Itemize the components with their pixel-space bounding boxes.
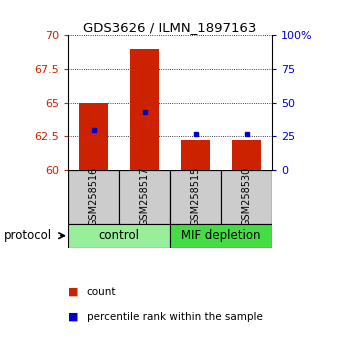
Bar — [68, 170, 119, 224]
Text: count: count — [87, 287, 116, 297]
Text: GSM258515: GSM258515 — [190, 167, 201, 227]
Bar — [170, 170, 221, 224]
Text: GSM258517: GSM258517 — [139, 167, 150, 227]
Text: ■: ■ — [68, 287, 79, 297]
Text: control: control — [99, 229, 139, 242]
Bar — [131, 49, 158, 170]
Bar — [170, 224, 272, 248]
Bar — [221, 170, 272, 224]
Text: GSM258516: GSM258516 — [88, 167, 99, 226]
Text: GSM258530: GSM258530 — [241, 167, 252, 226]
Bar — [233, 140, 260, 170]
Bar — [182, 140, 209, 170]
Text: protocol: protocol — [3, 229, 52, 242]
Title: GDS3626 / ILMN_1897163: GDS3626 / ILMN_1897163 — [83, 21, 257, 34]
Bar — [68, 224, 170, 248]
Bar — [119, 170, 170, 224]
Bar — [80, 103, 107, 170]
Text: MIF depletion: MIF depletion — [181, 229, 261, 242]
Text: percentile rank within the sample: percentile rank within the sample — [87, 312, 262, 322]
Text: ■: ■ — [68, 312, 79, 322]
